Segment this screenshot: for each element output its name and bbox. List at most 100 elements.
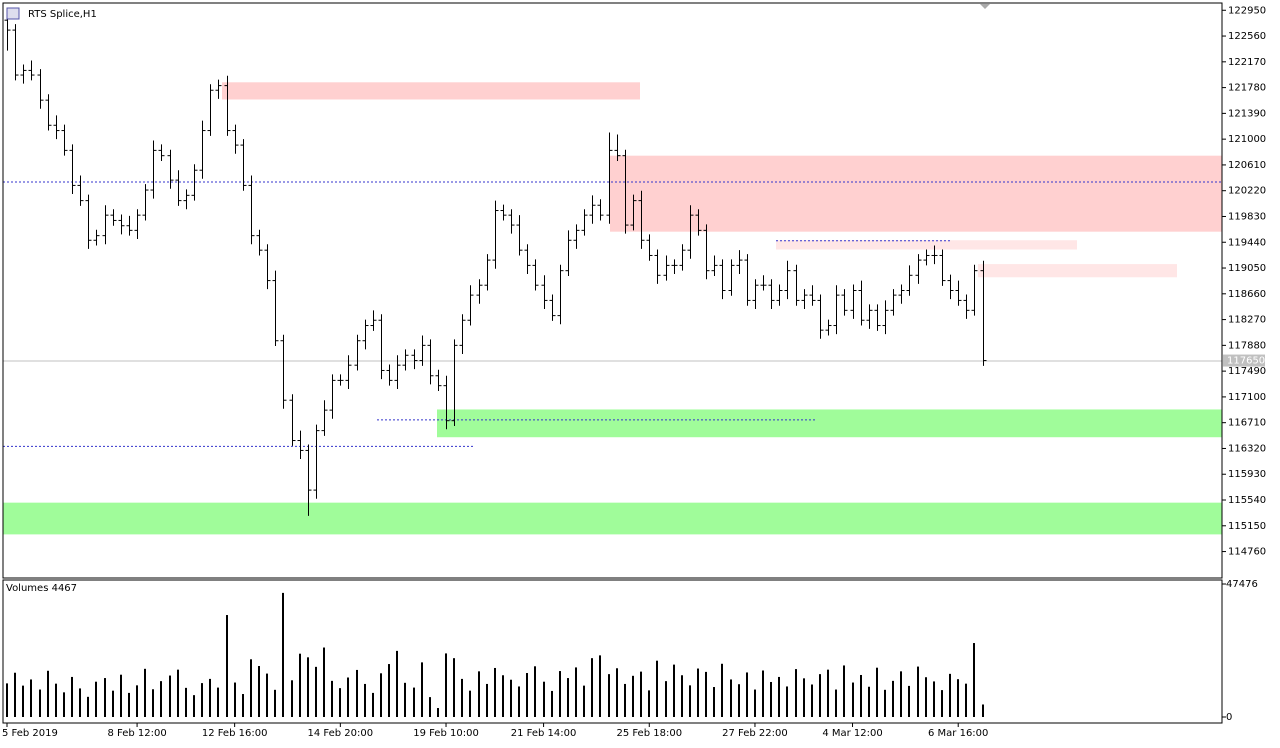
volume-bar	[437, 708, 439, 717]
y-tick-label: 114760	[1228, 547, 1266, 558]
volume-bar	[339, 688, 341, 717]
zones	[3, 82, 1222, 535]
y-tick-label: 122560	[1228, 31, 1266, 42]
volume-bar	[429, 697, 431, 717]
volume-bar	[583, 685, 585, 717]
y-tick-label: 117490	[1228, 366, 1266, 377]
volume-bar	[71, 676, 73, 717]
volume-bar	[486, 683, 488, 717]
x-tick-label: 19 Feb 10:00	[413, 728, 479, 739]
volume-bar	[120, 674, 122, 717]
zone	[222, 82, 640, 100]
volume-bar	[63, 692, 65, 717]
volume-bar	[640, 671, 642, 717]
volume-bar	[632, 675, 634, 717]
y-tick-label: 115930	[1228, 469, 1266, 480]
y-tick-label: 119440	[1228, 237, 1266, 248]
volume-bar	[819, 674, 821, 717]
volume-bar	[258, 666, 260, 717]
volume-bar	[803, 678, 805, 717]
volume-bar	[518, 686, 520, 717]
volume-bar	[510, 679, 512, 717]
volume-bar	[282, 592, 284, 717]
volume-bar	[413, 687, 415, 717]
volume-bar	[908, 685, 910, 717]
volume-bar	[347, 677, 349, 717]
volume-bar	[608, 674, 610, 717]
x-tick-label: 25 Feb 18:00	[616, 728, 682, 739]
current-price-label: 117650	[1227, 356, 1265, 367]
volume-bar	[209, 678, 211, 717]
volume-bar	[323, 647, 325, 717]
volume-bar	[762, 670, 764, 717]
volume-bar	[14, 672, 16, 717]
volume-bar	[933, 681, 935, 717]
volume-bar	[730, 679, 732, 717]
volume-bar	[786, 686, 788, 717]
volume-bar	[575, 667, 577, 717]
volume-bar	[388, 664, 390, 717]
y-tick-label: 118270	[1228, 315, 1266, 326]
volume-bar	[217, 687, 219, 717]
volume-bar	[778, 676, 780, 717]
volume-bar	[648, 690, 650, 717]
chart-title: RTS Splice,H1	[28, 9, 97, 20]
volume-bar	[169, 675, 171, 717]
volume-bar	[47, 670, 49, 717]
volume-bar	[624, 683, 626, 717]
volume-bar	[193, 695, 195, 717]
volume-bar	[746, 672, 748, 717]
zone	[3, 502, 1222, 535]
volume-bar	[705, 671, 707, 717]
volume-bar	[843, 665, 845, 717]
volume-frame	[2, 579, 1223, 724]
x-tick-label: 6 Mar 16:00	[928, 728, 988, 739]
volume-bar	[949, 673, 951, 717]
volume-bar	[177, 669, 179, 717]
y-tick-label: 117880	[1228, 340, 1266, 351]
y-tick-label: 119830	[1228, 211, 1266, 222]
volume-bar	[770, 681, 772, 717]
volume-bar	[656, 660, 658, 717]
volume-bar	[713, 687, 715, 717]
volume-bar	[551, 690, 553, 717]
y-tick-label: 121780	[1228, 83, 1266, 94]
volume-bar	[266, 673, 268, 717]
volume-bar	[925, 677, 927, 717]
volume-bar	[835, 689, 837, 717]
volume-bar	[128, 692, 130, 717]
volume-bar	[421, 662, 423, 717]
y-tick-label: 115150	[1228, 521, 1266, 532]
volume-bar	[478, 671, 480, 717]
scroll-marker	[980, 4, 990, 9]
y-tick-label: 115540	[1228, 495, 1266, 506]
volume-bar	[453, 658, 455, 717]
volume-bar	[559, 671, 561, 717]
volume-bar	[201, 683, 203, 717]
volume-bar	[22, 685, 24, 717]
current-price-box	[1223, 354, 1265, 367]
volume-bar	[616, 668, 618, 717]
volume-bar	[852, 682, 854, 717]
volume-label: Volumes 4467	[6, 583, 77, 594]
volume-bar	[591, 658, 593, 717]
volume-bar	[152, 689, 154, 717]
volume-bar	[307, 657, 309, 717]
volume-tick-label: 47476	[1226, 579, 1258, 590]
volume-bar	[291, 680, 293, 717]
volume-bar	[795, 669, 797, 717]
volume-bar	[721, 663, 723, 717]
volume-bar	[868, 686, 870, 717]
volume-bar	[6, 683, 8, 717]
volume-bar	[87, 696, 89, 717]
volume-bar	[112, 690, 114, 717]
volume-bar	[827, 669, 829, 717]
zone	[437, 409, 1222, 438]
volume-bar	[95, 681, 97, 717]
x-tick-label: 4 Mar 12:00	[822, 728, 882, 739]
y-tick-label: 122950	[1228, 5, 1266, 16]
volume-bar	[526, 673, 528, 717]
volume-bar	[982, 704, 984, 717]
volume-bar	[567, 678, 569, 717]
